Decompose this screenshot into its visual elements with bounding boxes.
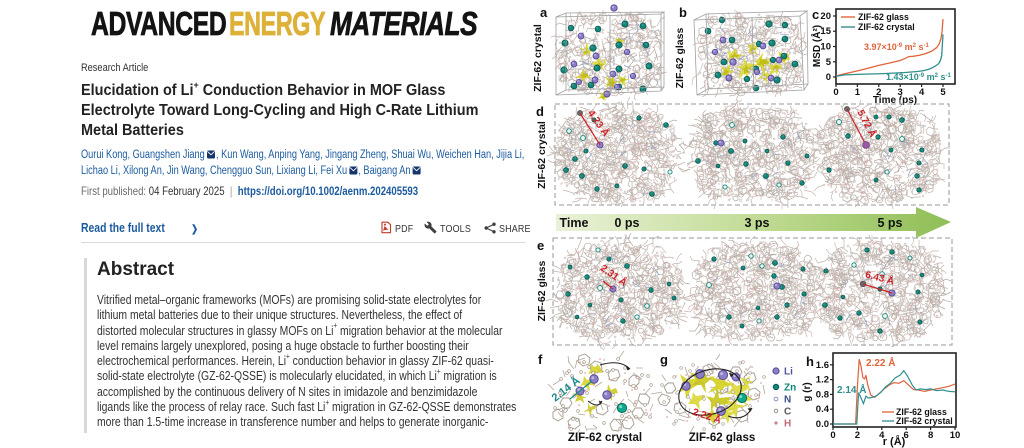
svg-text:1.2: 1.2 — [816, 375, 829, 386]
svg-text:Zn: Zn — [784, 383, 796, 394]
svg-text:5: 5 — [940, 87, 946, 98]
svg-text:20: 20 — [820, 11, 831, 22]
svg-text:1.6: 1.6 — [816, 360, 829, 371]
svg-text:ZIF-62 glass: ZIF-62 glass — [674, 28, 686, 89]
svg-text:0: 0 — [833, 87, 838, 98]
svg-text:d: d — [536, 104, 544, 119]
svg-text:10: 10 — [820, 42, 831, 53]
svg-text:ZIF-62 crystal: ZIF-62 crystal — [858, 22, 915, 32]
svg-text:0: 0 — [830, 430, 835, 441]
svg-text:b: b — [679, 5, 687, 20]
svg-text:a: a — [540, 5, 548, 20]
svg-text:2.22 Å: 2.22 Å — [866, 356, 895, 369]
svg-text:0.4: 0.4 — [816, 404, 830, 415]
svg-text:10: 10 — [950, 430, 961, 441]
svg-text:Li: Li — [784, 367, 793, 378]
svg-text:H: H — [784, 419, 791, 430]
svg-text:5: 5 — [826, 57, 832, 68]
svg-text:3: 3 — [898, 87, 903, 98]
svg-text:f: f — [538, 352, 543, 367]
svg-text:0.8: 0.8 — [816, 389, 829, 400]
svg-text:Time: Time — [560, 216, 589, 230]
svg-text:g (r): g (r) — [802, 382, 813, 401]
svg-text:ZIF-62 glass: ZIF-62 glass — [858, 12, 909, 22]
svg-text:C: C — [784, 407, 791, 418]
svg-text:ZIF-62 glass: ZIF-62 glass — [536, 261, 548, 322]
svg-text:2: 2 — [855, 430, 860, 441]
svg-text:h: h — [806, 354, 814, 369]
svg-text:8: 8 — [928, 430, 933, 441]
svg-text:0: 0 — [826, 72, 831, 83]
svg-text:0 ps: 0 ps — [614, 216, 639, 230]
svg-text:MSD (Å²): MSD (Å²) — [810, 25, 823, 67]
svg-text:0.0: 0.0 — [816, 419, 829, 430]
svg-text:N: N — [784, 395, 791, 406]
svg-text:1: 1 — [855, 87, 861, 98]
svg-text:2: 2 — [876, 87, 881, 98]
svg-text:g: g — [660, 352, 668, 367]
svg-text:15: 15 — [820, 26, 831, 37]
svg-text:ZIF-62 glass: ZIF-62 glass — [689, 432, 755, 444]
svg-text:r (Å): r (Å) — [883, 435, 906, 448]
svg-text:5 ps: 5 ps — [877, 216, 902, 230]
svg-text:6: 6 — [904, 430, 909, 441]
svg-text:ZIF-62 crystal: ZIF-62 crystal — [568, 432, 642, 444]
svg-text:e: e — [537, 238, 544, 253]
svg-text:ZIF-62 crystal: ZIF-62 crystal — [896, 416, 953, 426]
svg-text:ZIF-62 crystal: ZIF-62 crystal — [532, 24, 544, 92]
svg-text:4: 4 — [919, 87, 925, 98]
svg-text:3.97×10-9 m2 s-1: 3.97×10-9 m2 s-1 — [864, 42, 930, 52]
svg-text:c: c — [812, 7, 819, 22]
svg-text:2.14 Å: 2.14 Å — [837, 383, 866, 396]
svg-text:ZIF-62 glass: ZIF-62 glass — [896, 407, 947, 417]
svg-text:ZIF-62 crystal: ZIF-62 crystal — [536, 121, 548, 189]
svg-text:Time (ps): Time (ps) — [873, 95, 917, 106]
svg-text:3 ps: 3 ps — [744, 216, 769, 230]
svg-text:1.43×10-9 m2 s-1: 1.43×10-9 m2 s-1 — [886, 72, 952, 82]
svg-text:4: 4 — [879, 430, 885, 441]
